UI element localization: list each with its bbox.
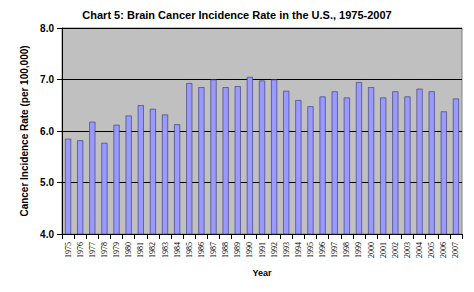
svg-text:1992: 1992 (270, 242, 279, 258)
svg-text:1985: 1985 (185, 242, 194, 258)
svg-text:1975: 1975 (64, 242, 73, 258)
svg-text:4.0: 4.0 (40, 229, 54, 240)
svg-text:1997: 1997 (330, 242, 339, 258)
svg-text:2007: 2007 (451, 242, 460, 258)
svg-text:2005: 2005 (427, 242, 436, 258)
svg-text:1999: 1999 (354, 242, 363, 258)
svg-text:1988: 1988 (221, 242, 230, 258)
svg-text:2002: 2002 (391, 242, 400, 258)
svg-text:Cancer Incidence Rate (per 100: Cancer Incidence Rate (per 100,000) (19, 45, 30, 216)
svg-text:1986: 1986 (197, 242, 206, 258)
svg-text:1991: 1991 (258, 242, 267, 258)
svg-text:2003: 2003 (403, 242, 412, 258)
svg-text:1993: 1993 (282, 242, 291, 258)
svg-text:1990: 1990 (245, 242, 254, 258)
svg-text:8.0: 8.0 (40, 23, 54, 34)
svg-text:1995: 1995 (306, 242, 315, 258)
svg-text:2001: 2001 (379, 242, 388, 258)
svg-text:1976: 1976 (76, 242, 85, 258)
svg-text:1981: 1981 (136, 242, 145, 258)
svg-text:2006: 2006 (439, 242, 448, 258)
svg-text:1980: 1980 (124, 242, 133, 258)
svg-text:1989: 1989 (233, 242, 242, 258)
svg-text:2004: 2004 (415, 242, 424, 258)
svg-text:1998: 1998 (342, 242, 351, 258)
svg-text:1996: 1996 (318, 242, 327, 258)
svg-text:1979: 1979 (112, 242, 121, 258)
svg-text:7.0: 7.0 (40, 74, 54, 85)
svg-text:1978: 1978 (100, 242, 109, 258)
svg-text:5.0: 5.0 (40, 177, 54, 188)
svg-text:1984: 1984 (173, 242, 182, 258)
svg-text:1977: 1977 (88, 242, 97, 258)
svg-text:2000: 2000 (367, 242, 376, 258)
svg-text:6.0: 6.0 (40, 126, 54, 137)
svg-text:1982: 1982 (148, 242, 157, 258)
svg-text:Chart 5: Brain Cancer Incidenc: Chart 5: Brain Cancer Incidence Rate in … (82, 9, 391, 21)
svg-text:1983: 1983 (161, 242, 170, 258)
svg-text:1994: 1994 (294, 242, 303, 258)
svg-text:1987: 1987 (209, 242, 218, 258)
svg-text:Year: Year (252, 268, 272, 278)
